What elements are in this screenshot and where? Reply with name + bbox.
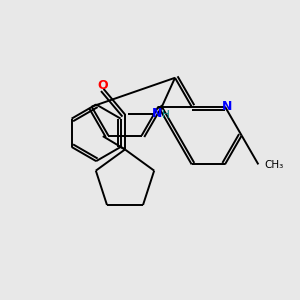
Text: O: O: [97, 79, 108, 92]
Text: N: N: [152, 106, 163, 120]
Text: CH₃: CH₃: [264, 160, 284, 170]
Text: N: N: [221, 100, 232, 113]
Text: H: H: [162, 110, 170, 121]
